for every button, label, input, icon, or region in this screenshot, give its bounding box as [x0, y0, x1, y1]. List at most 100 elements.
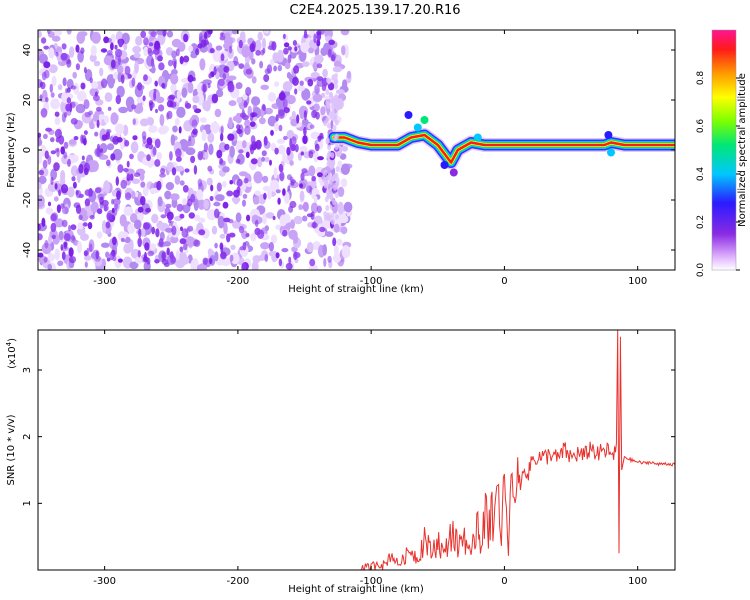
noise-speckle: [300, 172, 305, 181]
noise-speckle: [75, 44, 80, 53]
noise-speckle: [330, 99, 335, 106]
noise-speckle: [132, 45, 142, 54]
noise-speckle: [47, 201, 52, 207]
noise-speckle: [215, 194, 225, 202]
noise-speckle: [51, 75, 57, 87]
noise-speckle: [169, 151, 173, 161]
noise-speckle: [337, 186, 345, 197]
noise-speckle: [204, 150, 209, 160]
noise-speckle: [124, 65, 131, 76]
noise-speckle: [148, 125, 158, 133]
noise-speckle: [176, 90, 181, 100]
noise-speckle: [284, 191, 290, 204]
noise-speckle: [293, 65, 300, 74]
noise-speckle: [303, 30, 308, 39]
noise-speckle: [63, 241, 68, 248]
noise-speckle: [82, 222, 88, 227]
noise-speckle: [91, 31, 101, 44]
noise-speckle: [261, 156, 265, 162]
snr-background: [38, 330, 675, 570]
snr-multiplier-close: ): [7, 338, 18, 342]
noise-speckle: [193, 198, 199, 211]
snr-series-line: [38, 330, 675, 570]
noise-speckle: [50, 92, 55, 98]
noise-speckle: [193, 165, 198, 175]
noise-speckle: [99, 148, 103, 153]
noise-speckle: [188, 45, 194, 52]
noise-speckle: [54, 111, 60, 117]
noise-speckle: [290, 219, 295, 230]
noise-speckle: [174, 175, 181, 185]
noise-speckle: [335, 105, 340, 112]
noise-speckle: [219, 35, 226, 41]
noise-speckle: [210, 122, 220, 134]
noise-speckle: [159, 114, 165, 126]
noise-speckle: [156, 180, 162, 191]
noise-speckle: [187, 81, 194, 94]
noise-speckle: [101, 220, 107, 234]
noise-speckle: [67, 158, 71, 167]
noise-speckle: [103, 180, 111, 194]
noise-speckle: [53, 30, 62, 36]
noise-speckle: [290, 181, 295, 186]
noise-speckle: [147, 250, 154, 257]
noise-speckle: [313, 195, 318, 203]
noise-speckle: [209, 48, 215, 54]
noise-speckle: [50, 222, 57, 233]
noise-speckle: [45, 127, 52, 132]
noise-speckle: [134, 219, 142, 230]
noise-speckle: [272, 215, 276, 221]
noise-speckle: [268, 241, 274, 252]
noise-speckle: [70, 85, 77, 90]
noise-speckle: [90, 201, 99, 213]
noise-speckle: [173, 60, 177, 70]
noise-speckle: [124, 140, 130, 147]
noise-speckle: [228, 45, 233, 54]
noise-speckle: [228, 100, 237, 107]
noise-speckle: [259, 117, 266, 125]
noise-speckle: [217, 215, 225, 229]
noise-speckle: [322, 244, 328, 256]
noise-speckle: [290, 144, 296, 152]
noise-speckle: [181, 87, 188, 98]
noise-speckle: [43, 61, 51, 69]
noise-speckle: [117, 65, 124, 75]
noise-speckle: [211, 225, 218, 235]
noise-speckle: [262, 175, 269, 183]
noise-speckle: [197, 263, 207, 270]
noise-speckle: [118, 55, 121, 66]
noise-speckle: [50, 150, 57, 155]
noise-speckle: [126, 160, 130, 168]
noise-speckle: [54, 117, 61, 125]
noise-speckle: [106, 159, 111, 167]
noise-speckle: [84, 198, 91, 207]
y-tick-label: 20: [22, 94, 33, 107]
noise-speckle: [165, 227, 173, 233]
noise-speckle: [242, 140, 247, 149]
noise-speckle: [78, 214, 83, 221]
noise-speckle: [289, 160, 294, 166]
noise-speckle: [60, 170, 66, 182]
noise-speckle: [287, 185, 291, 191]
noise-speckle: [333, 223, 340, 233]
noise-speckle: [284, 108, 289, 114]
y-tick-label: -20: [22, 192, 33, 208]
noise-speckle: [108, 78, 115, 89]
noise-speckle: [283, 42, 290, 48]
noise-speckle: [118, 39, 124, 48]
noise-speckle: [192, 95, 200, 104]
noise-speckle: [246, 214, 251, 222]
noise-speckle: [244, 119, 251, 128]
noise-speckle: [80, 82, 86, 90]
noise-speckle: [38, 132, 42, 138]
noise-speckle: [61, 43, 67, 50]
noise-speckle: [335, 166, 340, 172]
noise-speckle: [243, 177, 249, 184]
noise-speckle: [238, 63, 245, 69]
noise-speckle: [134, 256, 143, 264]
noise-speckle: [206, 177, 213, 186]
colorbar-gradient: [712, 30, 736, 270]
noise-speckle: [276, 138, 286, 144]
noise-speckle: [140, 196, 146, 206]
